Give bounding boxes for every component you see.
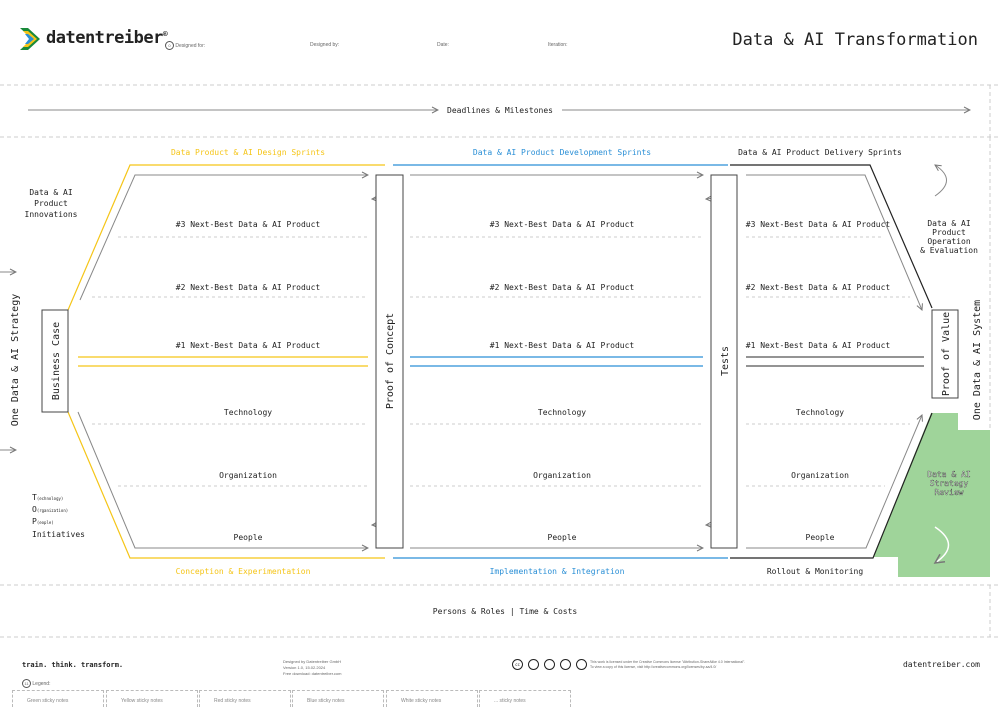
development-row-organization: Organization xyxy=(533,471,591,480)
delivery-row-organization: Organization xyxy=(791,471,849,480)
legend-red-notes: Red sticky notes xyxy=(199,690,291,707)
review-label-2: Strategy xyxy=(930,479,969,488)
operation-label-1: Data & AI xyxy=(927,219,971,228)
logo-chevron-icon xyxy=(20,28,40,50)
review-label-3: Review xyxy=(935,488,964,497)
brand-text: datentreiber xyxy=(46,28,163,48)
delivery-row-technology: Technology xyxy=(796,408,844,417)
proof-of-value-label: Proof of Value xyxy=(941,312,952,396)
designed-by-field[interactable]: Designed by: xyxy=(310,42,340,48)
credit-line: Designed by Datentreiber GmbH xyxy=(283,659,342,664)
delivery-row-2: #2 Next-Best Data & AI Product xyxy=(746,283,891,292)
design-sprints-label: Data Product & AI Design Sprints xyxy=(171,148,325,157)
credits: Designed by Datentreiber GmbH Version 1.… xyxy=(283,659,341,677)
tests-box[interactable] xyxy=(710,174,738,549)
development-row-3: #3 Next-Best Data & AI Product xyxy=(490,220,635,229)
design-flow-top-arrow xyxy=(79,175,368,301)
innovations-label-1: Data & AI xyxy=(29,188,73,197)
delivery-flow-top-arrow xyxy=(746,174,922,310)
operation-label-3: Operation xyxy=(927,237,971,246)
persons-label: Persons & Roles | Time & Costs xyxy=(433,607,578,616)
design-row-3: #3 Next-Best Data & AI Product xyxy=(176,220,321,229)
operation-label-4: & Evaluation xyxy=(920,246,978,255)
design-flow-bottom-arrow xyxy=(77,411,368,548)
strategy-review-area xyxy=(873,413,990,577)
design-phase-outline xyxy=(67,164,385,311)
delivery-phase-outline xyxy=(730,164,933,309)
legend-yellow-notes: Yellow sticky notes xyxy=(106,690,198,707)
development-row-1: #1 Next-Best Data & AI Product xyxy=(490,341,635,350)
proof-of-concept-box[interactable] xyxy=(375,174,404,549)
design-row-2: #2 Next-Best Data & AI Product xyxy=(176,283,321,292)
sa-icon xyxy=(544,659,555,670)
operation-label-2: Product xyxy=(932,228,966,237)
row-dividers xyxy=(92,236,910,487)
cc-icon: cc xyxy=(512,659,523,670)
delivery-phase-outline-bottom xyxy=(730,412,933,559)
nc-icon xyxy=(560,659,571,670)
brand-name: datentreiber® xyxy=(46,28,168,48)
by-icon xyxy=(528,659,539,670)
strategy-label: One Data & AI Strategy xyxy=(10,294,21,426)
tests-label: Tests xyxy=(720,346,731,376)
development-row-people: People xyxy=(548,533,577,542)
iteration-field[interactable]: Iteration: xyxy=(548,42,568,48)
business-case-box[interactable] xyxy=(41,309,69,413)
license-line: This work is licensed under the Creative… xyxy=(590,660,746,664)
license-text: This work is licensed under the Creative… xyxy=(590,660,745,670)
tagline: train. think. transform. xyxy=(22,661,124,669)
ted-o: O(rganization) xyxy=(32,505,68,514)
legend-other-notes: ... sticky notes xyxy=(479,690,571,707)
legend-white-notes: White sticky notes xyxy=(386,690,478,707)
development-sprints-label: Data & AI Product Development Sprints xyxy=(473,148,651,157)
legend-label: Legend: xyxy=(32,681,51,687)
ted-t: T(echnology) xyxy=(32,493,63,502)
development-row-technology: Technology xyxy=(538,408,586,417)
rollout-label: Rollout & Monitoring xyxy=(767,567,864,576)
credit-line: Version 1.0, 15.02.2024 xyxy=(283,665,326,670)
delivery-sprints-label: Data & AI Product Delivery Sprints xyxy=(738,148,902,157)
design-row-1: #1 Next-Best Data & AI Product xyxy=(176,341,321,350)
delivery-flow-bottom-arrow xyxy=(746,415,922,549)
logo xyxy=(20,28,46,54)
proof-of-concept-label: Proof of Concept xyxy=(385,313,396,409)
design-row-organization: Organization xyxy=(219,471,277,480)
innovations-label-2: Product xyxy=(34,199,68,208)
deadlines-label: Deadlines & Milestones xyxy=(447,106,553,115)
conception-label: Conception & Experimentation xyxy=(176,567,311,576)
cc-license-icons: cc xyxy=(512,659,587,670)
business-case-label: Business Case xyxy=(51,322,62,400)
step-number-icon: 11 xyxy=(22,679,31,688)
license-line: To view a copy of this license, visit ht… xyxy=(590,665,717,669)
legend-green-notes: Green sticky notes xyxy=(12,690,104,707)
priority-product-lines xyxy=(78,356,924,367)
brand-mark: ® xyxy=(162,29,168,39)
proof-of-value-box[interactable] xyxy=(931,309,959,399)
implementation-label: Implementation & Integration xyxy=(490,567,625,576)
delivery-row-3: #3 Next-Best Data & AI Product xyxy=(746,220,891,229)
design-phase-outline-bottom xyxy=(67,411,385,559)
system-label: One Data & AI System xyxy=(972,300,983,420)
delivery-row-people: People xyxy=(806,533,835,542)
ted-p: P(eople) xyxy=(32,517,54,526)
review-label-1: Data & AI xyxy=(927,470,971,479)
info-icon xyxy=(576,659,587,670)
website-link[interactable]: datentreiber.com xyxy=(902,660,980,669)
design-row-technology: Technology xyxy=(224,408,272,417)
credit-line: Free download: datentreiber.com xyxy=(283,671,342,676)
development-row-2: #2 Next-Best Data & AI Product xyxy=(490,283,635,292)
legend-title: 11 Legend: xyxy=(22,679,50,688)
initiatives-label: Initiatives xyxy=(32,530,85,539)
delivery-row-1: #1 Next-Best Data & AI Product xyxy=(746,341,891,350)
page-title: Data & AI Transformation xyxy=(732,30,978,50)
designed-for-field[interactable]: 0 Designed for: xyxy=(165,41,205,50)
date-field[interactable]: Date: xyxy=(437,42,449,48)
step-number-icon: 0 xyxy=(165,41,174,50)
field-label: Designed for: xyxy=(175,43,206,49)
innovations-label-3: Innovations xyxy=(25,210,78,219)
design-row-people: People xyxy=(234,533,263,542)
legend-blue-notes: Blue sticky notes xyxy=(292,690,384,707)
lane-borders xyxy=(0,84,1000,638)
